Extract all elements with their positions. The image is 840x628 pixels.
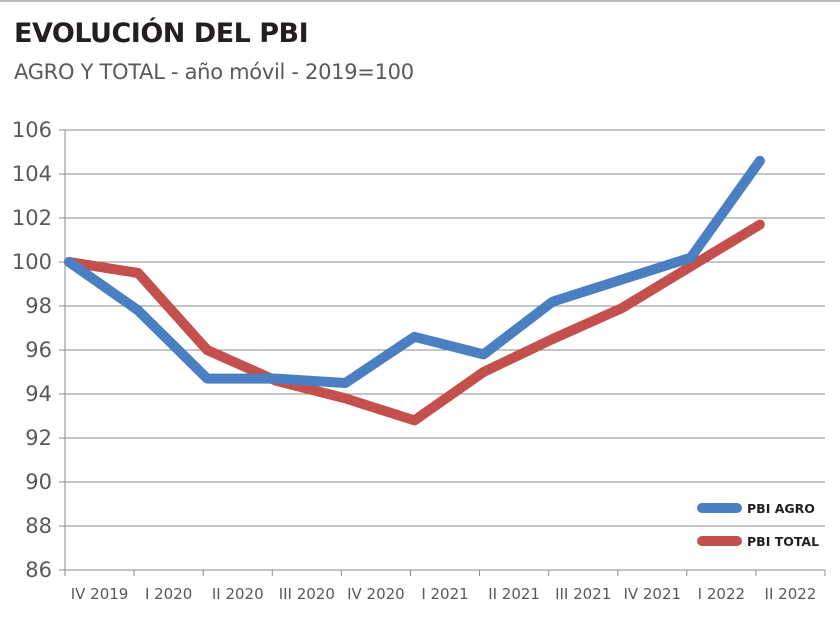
y-tick-label: 94 [25, 382, 52, 406]
legend-label: PBI AGRO [747, 501, 815, 516]
y-tick-label: 96 [25, 338, 52, 362]
y-tick-label: 90 [25, 470, 52, 494]
y-tick-label: 102 [12, 206, 52, 230]
chart-title: EVOLUCIÓN DEL PBI [14, 18, 309, 49]
chart-subtitle: AGRO Y TOTAL - año móvil - 2019=100 [14, 60, 414, 84]
y-axis: 86 88 90 92 94 96 98 100 102 104 106 [12, 118, 66, 582]
top-rule [0, 0, 840, 2]
y-tick-label: 98 [25, 294, 52, 318]
x-tick-label: II 2021 [488, 585, 540, 603]
x-tick-label: III 2021 [555, 585, 611, 603]
x-tick-label: IV 2021 [623, 585, 681, 603]
grid-lines [59, 129, 825, 571]
x-tick-label: II 2020 [212, 585, 264, 603]
x-tick-label: I 2022 [698, 585, 745, 603]
x-tick-label: III 2020 [279, 585, 335, 603]
y-tick-label: 88 [25, 514, 52, 538]
series-line-pbi-total [64, 219, 765, 426]
y-tick-label: 92 [25, 426, 52, 450]
x-tick-label: I 2021 [421, 585, 468, 603]
legend-label: PBI TOTAL [747, 534, 819, 549]
y-tick-label: 104 [12, 162, 52, 186]
y-tick-label: 100 [12, 250, 52, 274]
legend: PBI AGRO PBI TOTAL [697, 501, 819, 549]
series-lines [64, 155, 765, 426]
y-tick-label: 86 [25, 558, 52, 582]
x-axis: IV 2019 I 2020 II 2020 III 2020 IV 2020 I 202… [64, 570, 826, 603]
x-tick-label: II 2022 [765, 585, 817, 603]
x-tick-label: IV 2019 [71, 585, 129, 603]
x-tick-label: IV 2020 [347, 585, 405, 603]
y-tick-label: 106 [12, 118, 52, 142]
x-tick-label: I 2020 [145, 585, 192, 603]
